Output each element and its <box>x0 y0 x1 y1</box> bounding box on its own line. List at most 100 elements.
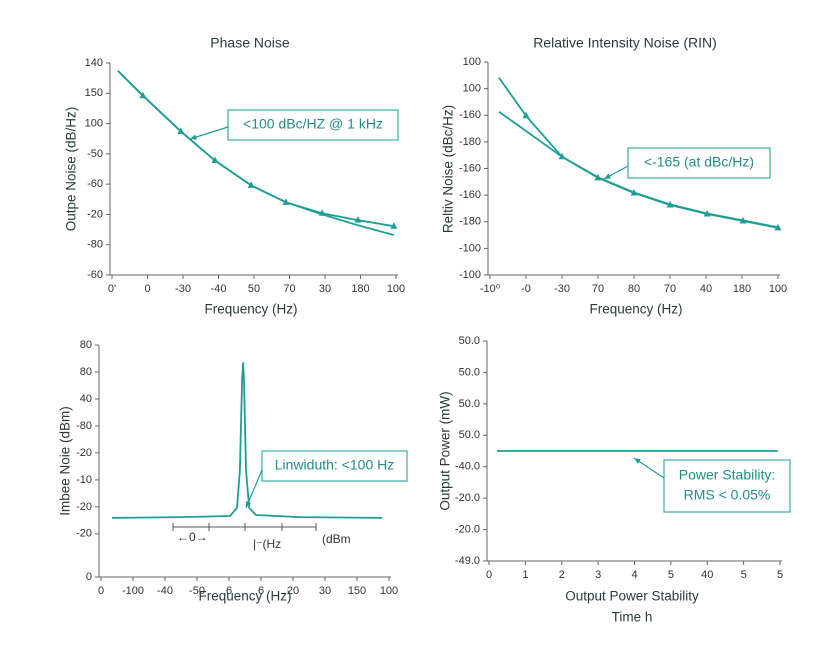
x-tick-label: 6 <box>226 585 232 597</box>
y-tick-label: -180 <box>459 136 481 148</box>
y-tick-label: 80 <box>80 339 92 351</box>
annotation-text: RMS < 0.05% <box>684 487 771 503</box>
y-tick-label: -80 <box>87 239 103 251</box>
sub-axis-label: |⁻(Hz <box>253 537 281 551</box>
x-tick-label: 5 <box>777 569 783 581</box>
arrow-head <box>245 501 252 508</box>
x-tick-label: 3 <box>595 569 601 581</box>
x-axis-label: Frequency (Hz) <box>198 589 291 604</box>
y-tick-label: 40 <box>80 393 92 405</box>
y-tick-label: -60 <box>87 178 103 190</box>
y-tick-label: 140 <box>85 57 103 69</box>
y-tick-label: 100 <box>85 117 103 129</box>
x-tick-label: 0 <box>144 283 150 295</box>
x-axis-label: Time h <box>612 610 653 625</box>
annotation-text: Power Stability: <box>679 467 775 483</box>
x-axis-label: Frequency (Hz) <box>204 302 297 317</box>
x-tick-label: 180 <box>733 283 751 295</box>
y-tick-label: 50.0 <box>459 429 480 441</box>
annotation-text: Linwiduth: <100 Hz <box>275 457 394 473</box>
x-tick-label: -40 <box>157 585 173 597</box>
annotation-text: <-165 (at dBc/Hz) <box>644 154 754 170</box>
y-axis-label: Output Power (mW) <box>438 391 453 510</box>
x-tick-label: 6 <box>258 585 264 597</box>
x-tick-label: 0 <box>98 585 104 597</box>
series-line <box>117 70 395 236</box>
y-axis-label: Outpe Noise (dB/Hz) <box>64 107 79 232</box>
y-tick-label: 100 <box>463 83 481 95</box>
x-tick-label: -100 <box>122 585 144 597</box>
x-tick-label: 100 <box>387 283 405 295</box>
x-tick-label: 50 <box>248 283 260 295</box>
x-tick-label: -30 <box>175 283 191 295</box>
y-tick-label: -160 <box>459 109 481 121</box>
y-tick-label: 50.0 <box>459 366 480 378</box>
arrow-head <box>604 173 611 179</box>
x-tick-label: 70 <box>592 283 604 295</box>
chart-title: Relative Intensity Noise (RIN) <box>533 35 717 51</box>
y-tick-label: 50.0 <box>459 398 480 410</box>
marker <box>522 111 530 119</box>
x-tick-label: 100 <box>769 283 787 295</box>
x-axis-label: Output Power Stability <box>565 589 699 604</box>
x-tick-label: 20 <box>287 585 299 597</box>
y-tick-label: -49.0 <box>455 555 480 567</box>
sub-axis-label: ←0→ <box>177 530 208 544</box>
y-tick-label: -80 <box>76 420 92 432</box>
y-tick-label: -40.0 <box>455 461 480 473</box>
y-tick-label: -100 <box>459 242 481 254</box>
annotation-arrow <box>245 469 263 509</box>
arrow-head <box>634 458 641 464</box>
y-tick-label: -180 <box>459 216 481 228</box>
annotation-text: <100 dBc/HZ @ 1 kHz <box>243 116 383 132</box>
x-tick-label: 4 <box>631 569 637 581</box>
marker <box>390 222 398 229</box>
y-tick-label: 80 <box>80 366 92 378</box>
x-tick-label: 150 <box>348 585 366 597</box>
y-axis-label: Reltiv Noise (dBc/Hz) <box>441 105 456 233</box>
y-tick-label: -20 <box>76 447 92 459</box>
x-tick-label: 70 <box>283 283 295 295</box>
y-tick-label: 50.0 <box>459 335 480 347</box>
x-tick-label: -30 <box>554 283 570 295</box>
annotation-box <box>261 450 408 482</box>
y-tick-label: -160 <box>459 189 481 201</box>
x-tick-label: 0' <box>108 283 116 295</box>
marker <box>354 216 362 223</box>
annotation-box <box>227 109 399 141</box>
x-tick-label: 0 <box>486 569 492 581</box>
x-tick-label: 5 <box>668 569 674 581</box>
x-tick-label: -10⁰ <box>480 283 501 295</box>
x-tick-label: -50 <box>189 585 205 597</box>
y-tick-label: -160 <box>459 162 481 174</box>
y-axis-label: Imbee Noie (dBm) <box>58 406 73 516</box>
annotation-box <box>627 147 771 179</box>
y-tick-label: -20.0 <box>455 492 480 504</box>
arrow-head <box>190 134 197 140</box>
x-tick-label: 100 <box>380 585 398 597</box>
series-line <box>498 111 779 229</box>
sub-axis-label: (dBm <box>322 532 351 546</box>
y-tick-label: -10 <box>76 474 92 486</box>
series-line <box>117 70 395 228</box>
y-tick-label: 100 <box>463 56 481 68</box>
y-tick-label: -20 <box>76 528 92 540</box>
x-tick-label: -0 <box>521 283 531 295</box>
x-tick-label: 5 <box>741 569 747 581</box>
annotation-box <box>663 459 791 513</box>
x-tick-label: -40 <box>211 283 227 295</box>
x-tick-label: 30 <box>319 283 331 295</box>
chart-title: Phase Noise <box>210 35 290 51</box>
y-tick-label: 0 <box>86 571 92 583</box>
annotation-arrow <box>189 126 229 140</box>
y-tick-label: -20 <box>76 501 92 513</box>
y-tick-label: -20.0 <box>455 523 480 535</box>
y-tick-label: -20 <box>87 208 103 220</box>
x-tick-label: 1 <box>522 569 528 581</box>
x-tick-label: 70 <box>664 283 676 295</box>
y-tick-label: -100 <box>459 269 481 281</box>
x-axis-label: Frequency (Hz) <box>589 302 682 317</box>
x-tick-label: 40 <box>701 569 713 581</box>
y-tick-label: -60 <box>87 269 103 281</box>
